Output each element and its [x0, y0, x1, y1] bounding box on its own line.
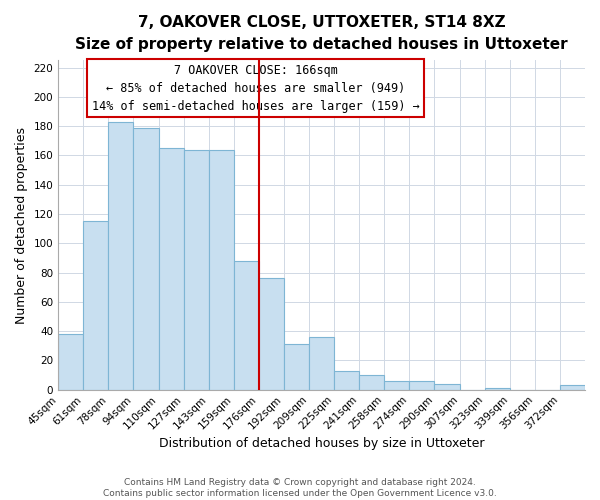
- Bar: [434, 384, 460, 390]
- Bar: [385, 381, 409, 390]
- Text: Contains HM Land Registry data © Crown copyright and database right 2024.
Contai: Contains HM Land Registry data © Crown c…: [103, 478, 497, 498]
- Bar: [209, 150, 234, 390]
- Bar: [485, 388, 510, 390]
- Bar: [184, 150, 209, 390]
- Bar: [409, 381, 434, 390]
- Bar: [158, 148, 184, 390]
- X-axis label: Distribution of detached houses by size in Uttoxeter: Distribution of detached houses by size …: [159, 437, 484, 450]
- Text: 7 OAKOVER CLOSE: 166sqm
← 85% of detached houses are smaller (949)
14% of semi-d: 7 OAKOVER CLOSE: 166sqm ← 85% of detache…: [92, 64, 419, 112]
- Bar: [359, 375, 385, 390]
- Bar: [58, 334, 83, 390]
- Bar: [259, 278, 284, 390]
- Bar: [284, 344, 309, 390]
- Bar: [133, 128, 158, 390]
- Bar: [109, 122, 133, 390]
- Title: 7, OAKOVER CLOSE, UTTOXETER, ST14 8XZ
Size of property relative to detached hous: 7, OAKOVER CLOSE, UTTOXETER, ST14 8XZ Si…: [75, 15, 568, 52]
- Y-axis label: Number of detached properties: Number of detached properties: [15, 126, 28, 324]
- Bar: [234, 261, 259, 390]
- Bar: [309, 337, 334, 390]
- Bar: [83, 222, 109, 390]
- Bar: [334, 370, 359, 390]
- Bar: [560, 386, 585, 390]
